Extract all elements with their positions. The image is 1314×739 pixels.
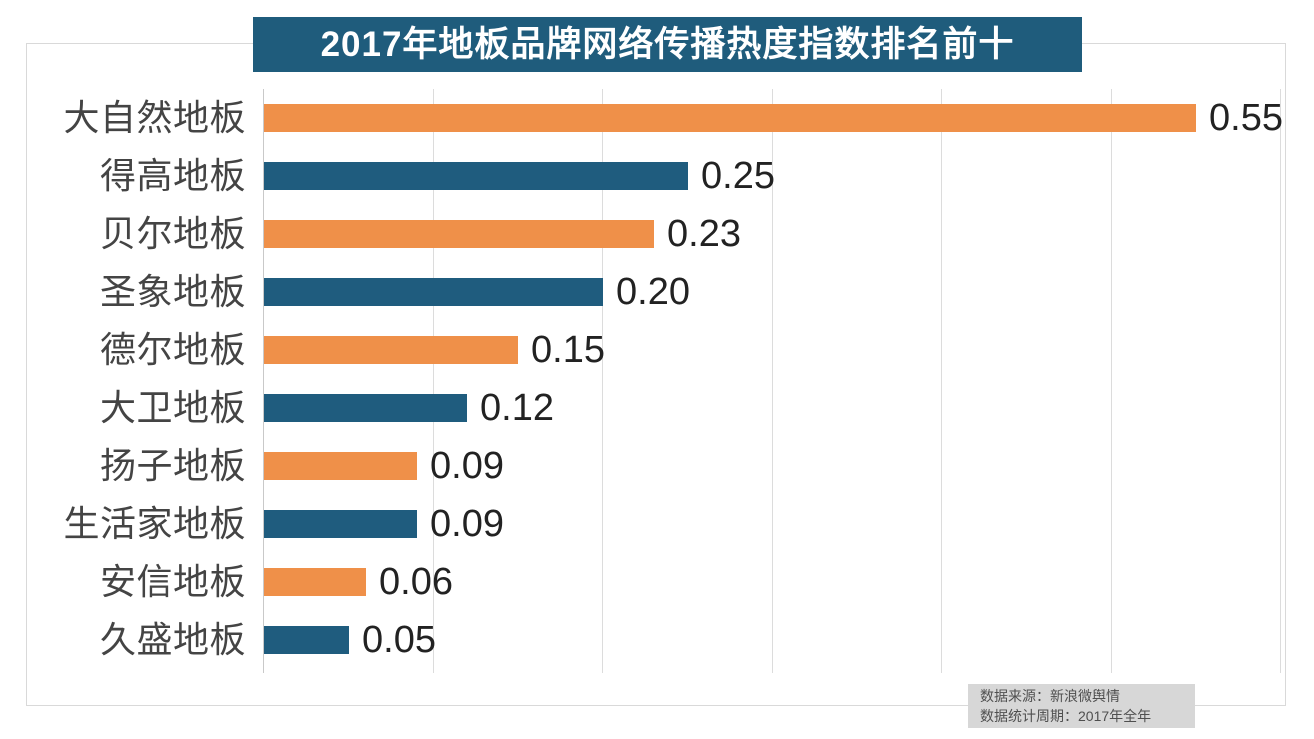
bar [264,162,688,190]
bar [264,220,654,248]
chart-title: 2017年地板品牌网络传播热度指数排名前十 [253,17,1082,72]
gridline [602,89,603,673]
category-label: 大自然地板 [63,97,246,138]
bar [264,278,603,306]
value-label: 0.55 [1209,97,1283,139]
bar [264,626,349,654]
category-label: 生活家地板 [63,503,246,544]
gridline [1111,89,1112,673]
value-label: 0.09 [430,503,504,545]
category-label: 圣象地板 [99,271,246,312]
bar [264,394,467,422]
category-label: 贝尔地板 [99,213,246,254]
data-period-line: 数据统计周期：2017年全年 [980,708,1152,724]
category-label: 扬子地板 [99,445,246,486]
value-label: 0.09 [430,445,504,487]
bar [264,336,518,364]
value-label: 0.25 [701,155,775,197]
chart-border-box [26,43,1286,706]
category-label: 大卫地板 [99,387,246,428]
value-label: 0.05 [362,619,436,661]
value-label: 0.15 [531,329,605,371]
bar [264,510,417,538]
value-label: 0.06 [379,561,453,603]
category-label: 得高地板 [99,155,246,196]
value-label: 0.20 [616,271,690,313]
category-label: 德尔地板 [99,329,246,370]
category-label: 久盛地板 [99,619,246,660]
y-axis-line [263,89,264,673]
value-label: 0.23 [667,213,741,255]
data-source-note: 数据来源：新浪微舆情 数据统计周期：2017年全年 [968,684,1195,728]
gridline [941,89,942,673]
gridline [772,89,773,673]
bar [264,452,417,480]
category-label: 安信地板 [99,561,246,602]
gridline [433,89,434,673]
value-label: 0.12 [480,387,554,429]
data-source-line: 数据来源：新浪微舆情 [980,688,1120,704]
bar [264,568,366,596]
gridline [1280,89,1281,673]
bar [264,104,1196,132]
